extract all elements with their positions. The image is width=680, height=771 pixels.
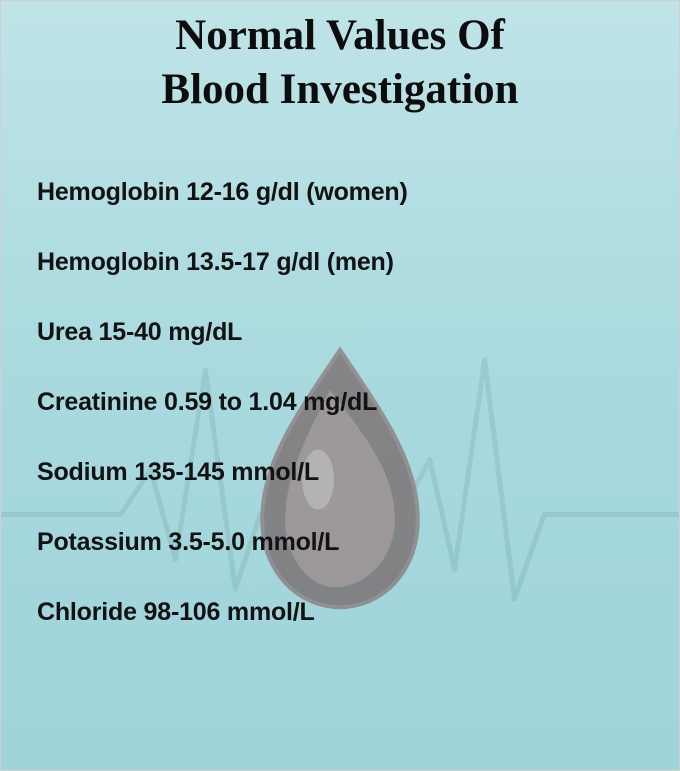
value-item: Creatinine 0.59 to 1.04 mg/dL — [37, 387, 651, 417]
value-item: Sodium 135-145 mmol/L — [37, 457, 651, 487]
title-line-2: Blood Investigation — [1, 63, 679, 117]
value-item: Hemoglobin 13.5-17 g/dl (men) — [37, 247, 651, 277]
value-item: Urea 15-40 mg/dL — [37, 317, 651, 347]
value-item: Hemoglobin 12-16 g/dl (women) — [37, 177, 651, 207]
infographic-canvas: Normal Values Of Blood Investigation Hem… — [0, 0, 680, 771]
title-line-1: Normal Values Of — [1, 9, 679, 63]
value-item: Potassium 3.5-5.0 mmol/L — [37, 527, 651, 557]
page-title: Normal Values Of Blood Investigation — [1, 1, 679, 117]
values-list: Hemoglobin 12-16 g/dl (women) Hemoglobin… — [1, 117, 679, 627]
value-item: Chloride 98-106 mmol/L — [37, 597, 651, 627]
